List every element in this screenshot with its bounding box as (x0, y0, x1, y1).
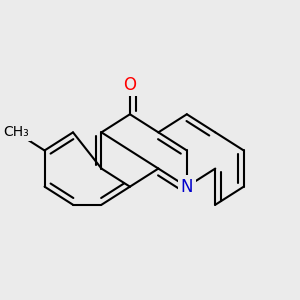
Text: N: N (181, 178, 193, 196)
Text: O: O (123, 76, 136, 94)
Text: CH₃: CH₃ (3, 125, 29, 140)
